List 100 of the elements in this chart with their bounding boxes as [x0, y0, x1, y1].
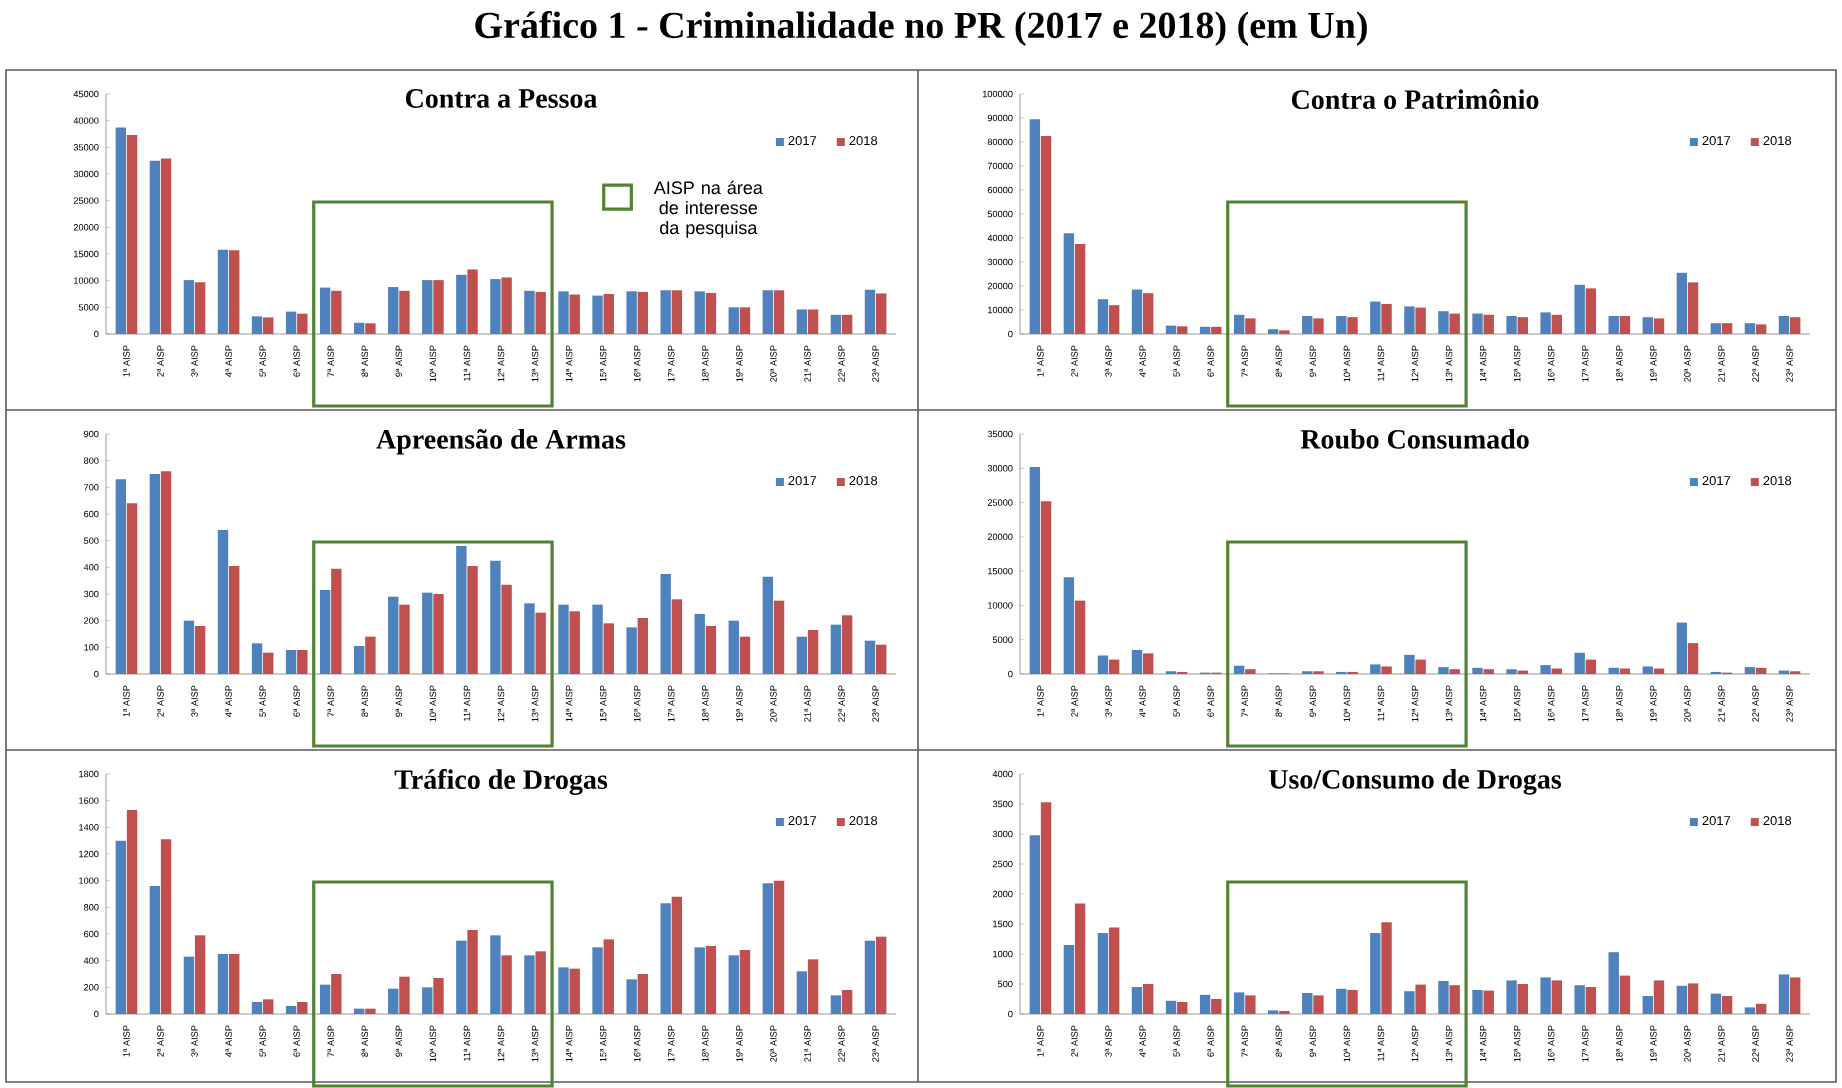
bar [1619, 315, 1631, 334]
bar [875, 936, 887, 1014]
bar [1211, 326, 1222, 334]
bar [739, 950, 751, 1014]
bar [535, 291, 546, 334]
bar [285, 650, 297, 674]
bar [297, 313, 308, 334]
bar [251, 316, 263, 334]
chart-title: Uso/Consumo de Drogas [1268, 769, 1562, 795]
bar [1063, 577, 1075, 674]
bar [569, 611, 580, 674]
bar [456, 546, 467, 674]
bar [705, 292, 717, 334]
chart-title: Roubo Consumado [1300, 429, 1529, 449]
bar [1778, 974, 1790, 1014]
bar [251, 1002, 263, 1014]
bar [762, 883, 774, 1014]
bar [354, 1008, 365, 1014]
bar [433, 978, 444, 1014]
bar [796, 636, 808, 674]
bar [705, 946, 717, 1014]
bar [1506, 980, 1517, 1014]
bar [115, 127, 127, 334]
bar [1347, 990, 1358, 1014]
bar [1370, 664, 1381, 674]
bar [228, 954, 240, 1014]
bar [183, 956, 195, 1014]
bar [1143, 653, 1154, 674]
bar [637, 291, 649, 334]
bar [1608, 667, 1619, 674]
bar [694, 947, 705, 1014]
bar [569, 294, 580, 334]
bar [841, 314, 853, 334]
bar [1302, 315, 1313, 334]
bar [149, 886, 161, 1014]
bar [1404, 654, 1415, 674]
bar [126, 135, 138, 334]
text: Gráfico 1 - Criminalidade no PR (2017 e 2018) (em Un) [475, 11, 1367, 46]
bar [1789, 977, 1801, 1014]
bar [1165, 325, 1177, 334]
bar [728, 307, 739, 334]
bar [773, 880, 785, 1014]
bar [1097, 933, 1109, 1014]
bar [388, 596, 399, 674]
bar [319, 590, 331, 674]
bar [558, 967, 569, 1014]
bar [388, 988, 399, 1014]
bar [467, 930, 478, 1014]
bar [1472, 667, 1483, 674]
bar [263, 317, 274, 334]
bar [149, 160, 161, 334]
bar [1676, 985, 1688, 1014]
bar [285, 311, 297, 334]
bar [1233, 314, 1245, 334]
bar [1370, 933, 1381, 1014]
bar [1789, 317, 1801, 334]
bar [739, 636, 751, 674]
bar [1608, 952, 1619, 1014]
bar [1415, 984, 1426, 1014]
bar [694, 291, 705, 334]
bar [126, 503, 138, 674]
bar [524, 955, 535, 1014]
bar [1108, 659, 1120, 674]
bar [1074, 600, 1086, 674]
bar [807, 309, 819, 334]
bar [1551, 314, 1563, 334]
bar [1676, 272, 1688, 334]
bar [115, 479, 127, 674]
bar [1347, 317, 1358, 334]
bar [1029, 835, 1041, 1014]
bar [217, 529, 229, 674]
bar [1029, 119, 1041, 334]
bar [841, 990, 853, 1014]
bar [558, 291, 569, 334]
bar [796, 309, 808, 334]
bar [354, 322, 365, 334]
bar [1449, 985, 1460, 1014]
bar [660, 290, 671, 334]
bar [762, 576, 774, 674]
bar [1585, 288, 1597, 334]
bar [297, 650, 308, 674]
bar [1165, 1000, 1177, 1014]
bar [183, 280, 195, 334]
bar [535, 951, 546, 1014]
bar [1585, 659, 1597, 674]
bar [228, 250, 240, 334]
bar [467, 565, 478, 674]
bar [864, 640, 876, 674]
bar [1131, 289, 1143, 334]
bar [1653, 318, 1665, 334]
bar [1302, 993, 1313, 1014]
bar [1370, 301, 1381, 334]
bar [558, 604, 569, 674]
bar [1585, 987, 1597, 1014]
bar [433, 280, 444, 334]
bar [1687, 282, 1699, 334]
chart-title: Contra o Patrimônio [1291, 89, 1539, 110]
bar [1063, 233, 1075, 334]
bar [1710, 993, 1722, 1014]
bar [1245, 318, 1256, 334]
